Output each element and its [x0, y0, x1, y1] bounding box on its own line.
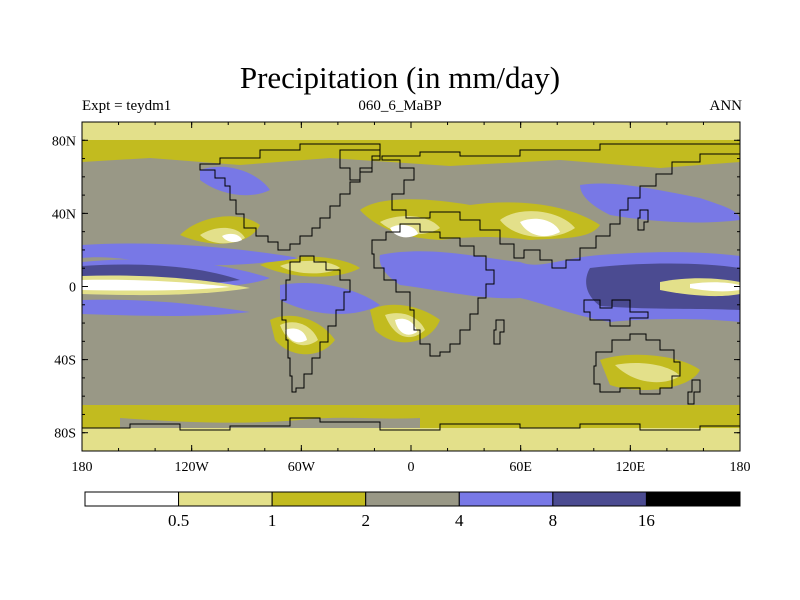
coast-newzealand [687, 379, 701, 405]
coast-africa [371, 223, 495, 357]
field-arctic-band [82, 122, 740, 140]
colorbar-swatch [271, 491, 367, 507]
field-south-grey-patch [120, 417, 420, 428]
colorbar-swatch [178, 491, 273, 507]
lon-tick-label: 60E [509, 460, 532, 475]
lon-tick-label: 60W [288, 460, 316, 475]
coast-japan [637, 209, 649, 231]
plot-title: Precipitation (in mm/day) [239, 60, 561, 95]
coast-madagascar [493, 319, 505, 345]
colorbar-label: 2 [361, 511, 370, 530]
lon-tick-label: 120W [175, 460, 210, 475]
coast-australia [593, 333, 681, 395]
latitude-axis: 80N 40N 0 40S 80S [52, 121, 740, 452]
colorbar-swatch [84, 491, 180, 507]
field-natl-storm [200, 166, 270, 196]
field-atlantic-drier [280, 260, 340, 274]
field-antarctic-band [82, 428, 740, 451]
coast-antarctica [82, 417, 740, 431]
field-samerica-driest [285, 328, 307, 343]
lon-tick-label: 120E [616, 460, 646, 475]
coast-indonesia [583, 299, 649, 327]
field-south-yellow [82, 405, 740, 428]
coastlines [82, 143, 740, 431]
colorbar: 0.5 1 2 4 8 16 [84, 491, 741, 530]
field-north-yellow [82, 140, 740, 168]
coast-greenland [339, 149, 381, 181]
lon-tick-label: 180 [730, 460, 751, 475]
field-sahara-driest [390, 224, 418, 238]
lon-tick-label: 0 [408, 460, 415, 475]
period-label: 060_6_MaBP [358, 98, 442, 114]
lat-tick-label: 40N [52, 207, 76, 222]
colorbar-swatch [365, 491, 460, 507]
colorbar-label: 16 [638, 511, 655, 530]
field-arabia-driest [520, 218, 560, 237]
colorbar-label: 0.5 [168, 511, 189, 530]
colorbar-swatch [645, 491, 741, 507]
lat-tick-label: 80S [54, 427, 76, 442]
field-safrica-driest [395, 318, 417, 335]
colorbar-label: 1 [268, 511, 277, 530]
colorbar-label: 4 [455, 511, 464, 530]
lon-tick-label: 180 [72, 460, 93, 475]
season-label: ANN [709, 98, 743, 114]
coast-south-america [281, 255, 351, 393]
field-australia-drier [615, 363, 680, 383]
coast-north-america [199, 143, 381, 251]
experiment-label: Expt = teydm1 [82, 98, 172, 114]
coast-eurasia [381, 143, 740, 269]
colorbar-label: 8 [549, 511, 558, 530]
longitude-axis: 180 120W 60W 0 60E 120E 180 [72, 122, 751, 475]
precipitation-field [82, 122, 740, 451]
lat-tick-label: 80N [52, 134, 76, 149]
field-namerica-driest [222, 233, 242, 243]
colorbar-swatch [552, 491, 647, 507]
field-equator-driest-tongue [82, 279, 230, 291]
field-spac-wet [82, 299, 250, 316]
colorbar-swatch [458, 491, 554, 507]
lat-tick-label: 0 [69, 281, 76, 296]
lat-tick-label: 40S [54, 354, 76, 369]
field-samerica-wet [280, 282, 380, 315]
field-east-pac-driest [690, 282, 740, 292]
